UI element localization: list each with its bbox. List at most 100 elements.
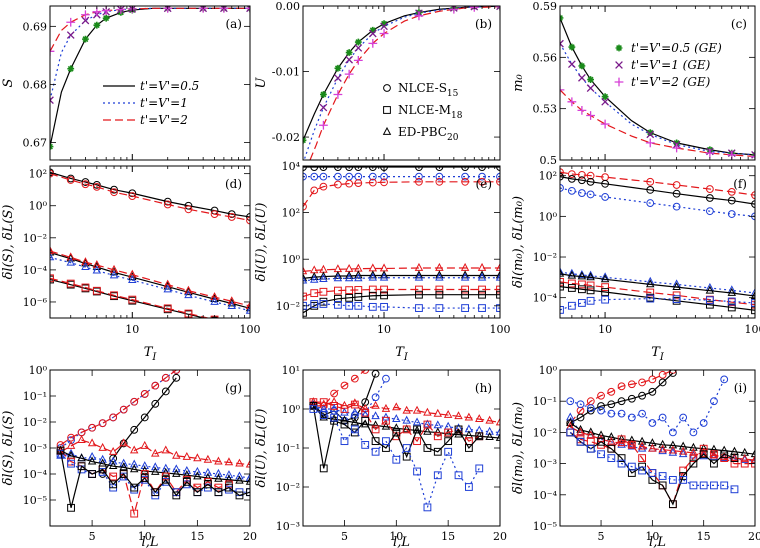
series-line-b-2	[309, 6, 500, 160]
data-point-g-t-r-10	[161, 445, 171, 454]
data-point-d-s-r-4	[110, 291, 118, 300]
data-point-e-t-r-7	[379, 263, 389, 272]
data-point-h-t-k-18	[495, 432, 500, 441]
data-point-b-GE 0.5-3	[345, 49, 353, 56]
data-point-e-s-b-8	[415, 304, 423, 312]
data-point-i-c-b-6	[627, 413, 636, 422]
data-point-e-t-b-3	[333, 273, 343, 282]
data-point-i-c-b-5	[617, 409, 626, 418]
data-point-f-c-k-6	[672, 189, 681, 198]
ytick-label-g-5: 10⁰	[29, 364, 48, 377]
data-point-g-s-k-15	[214, 488, 223, 497]
data-point-e-s-b-2	[319, 300, 328, 308]
data-point-g-t-b-4	[98, 454, 107, 463]
data-point-h-s-k-3	[340, 420, 349, 429]
data-point-f-s-r-2	[578, 280, 586, 289]
data-point-d-c-r-2	[81, 180, 90, 189]
data-point-b-GE 1-2	[345, 55, 354, 64]
data-point-g-t-b-9	[151, 462, 160, 471]
data-point-e-t-b-0	[303, 275, 308, 284]
data-point-h-t-r-16	[475, 414, 484, 423]
ytick-label-d-0: 10⁻⁶	[23, 296, 48, 309]
legend-label-c-0: t'=V'=0.5 (GE)	[631, 41, 722, 55]
xtick-value-e-0: 10	[377, 323, 391, 336]
data-point-i-s-b-12	[689, 481, 698, 490]
data-point-f-t-b-3	[586, 270, 595, 279]
data-point-d-t-r-10	[245, 301, 250, 310]
legend-label-b-1: NLCE-M18	[398, 103, 463, 121]
data-point-e-t-r-0	[303, 266, 308, 275]
data-point-i-s-k-9	[658, 481, 667, 490]
data-point-g-s-k-18	[246, 488, 250, 497]
data-point-h-t-r-6	[371, 400, 380, 409]
data-point-f-t-k-7	[705, 285, 715, 294]
data-point-g-t-r-9	[151, 448, 160, 457]
data-point-c-GE 2-4	[600, 119, 610, 129]
data-point-h-s-k-6	[371, 437, 380, 446]
data-point-e-s-r-1	[310, 289, 319, 298]
data-point-c-GE 0.5-6	[673, 139, 681, 147]
data-point-g-s-k-3	[88, 470, 97, 478]
series-line-h-t-r	[313, 401, 500, 424]
data-point-g-c-k-5	[151, 399, 160, 408]
data-point-h-s-r-7	[382, 416, 390, 425]
data-point-i-t-r-12	[689, 447, 698, 456]
ytick-label-h-4: 10¹	[282, 364, 300, 377]
data-point-g-t-b-17	[235, 471, 244, 480]
data-point-i-s-k-4	[607, 444, 616, 453]
data-point-e-c-r-3	[334, 180, 342, 189]
data-point-c-GE 0.5-1	[568, 43, 576, 51]
data-point-i-c-b-2	[586, 404, 595, 413]
data-point-e-t-b-6	[368, 272, 378, 281]
data-point-i-c-b-8	[648, 419, 657, 427]
ytick-label-d-3: 10⁰	[29, 200, 48, 213]
data-point-i-s-b-4	[607, 454, 616, 463]
data-point-g-t-b-7	[129, 459, 139, 468]
data-point-i-c-k-2	[586, 406, 595, 415]
data-point-a-GE 0.5-2	[82, 35, 89, 43]
data-point-i-t-r-17	[740, 453, 749, 462]
data-point-g-t-r-15	[214, 456, 223, 465]
legend-marker-b-2	[382, 126, 392, 135]
data-point-h-c-k-4	[350, 413, 359, 422]
data-point-i-c-b-14	[710, 397, 718, 406]
data-point-a-GE 1-2	[81, 16, 90, 25]
data-point-g-c-r-6	[119, 405, 128, 414]
data-point-h-t-k-16	[475, 431, 484, 440]
data-point-e-t-b-11	[477, 272, 487, 281]
data-point-e-c-b-7	[380, 172, 388, 181]
data-point-d-c-k-3	[92, 180, 101, 189]
data-point-c-GE 2-5	[645, 138, 655, 148]
data-point-f-s-b-7	[705, 296, 714, 305]
data-point-i-s-k-15	[720, 450, 729, 459]
data-point-g-t-b-5	[108, 456, 118, 465]
series-line-c-0.5	[560, 17, 755, 156]
data-point-d-c-r-5	[128, 192, 137, 200]
xtick-value-d-0: 10	[125, 323, 139, 336]
data-point-i-s-k-13	[699, 450, 708, 459]
data-point-g-t-r-14	[203, 454, 213, 463]
data-point-c-GE 2-1	[567, 97, 577, 107]
data-point-b-GE 2-9	[495, 6, 500, 12]
data-point-e-s-b-9	[435, 304, 444, 312]
data-point-f-t-k-0	[560, 268, 565, 277]
data-point-i-c-r-6	[627, 380, 636, 389]
data-point-f-s-k-2	[578, 285, 586, 294]
panel-label-c: (c)	[731, 17, 747, 31]
data-point-d-t-b-4	[109, 270, 119, 279]
data-point-a-GE 2-1	[66, 17, 76, 27]
data-point-g-s-k-13	[193, 488, 202, 497]
data-point-e-c-r-6	[368, 178, 377, 187]
data-point-e-t-b-12	[495, 272, 500, 281]
data-point-g-s-k-16	[225, 483, 233, 492]
ylabel-f: δl(m₀), δL(m₀)	[511, 196, 526, 288]
data-point-i-t-r-4	[607, 436, 616, 445]
data-point-e-s-k-4	[345, 293, 354, 302]
data-point-g-s-k-11	[172, 491, 181, 500]
data-point-i-s-r-17	[740, 459, 749, 468]
data-point-g-t-r-3	[87, 438, 97, 447]
data-point-f-c-b-0	[560, 184, 564, 192]
data-point-e-s-r-4	[345, 286, 354, 295]
data-point-d-t-k-3	[92, 261, 102, 270]
panel-label-g: (g)	[225, 381, 242, 395]
